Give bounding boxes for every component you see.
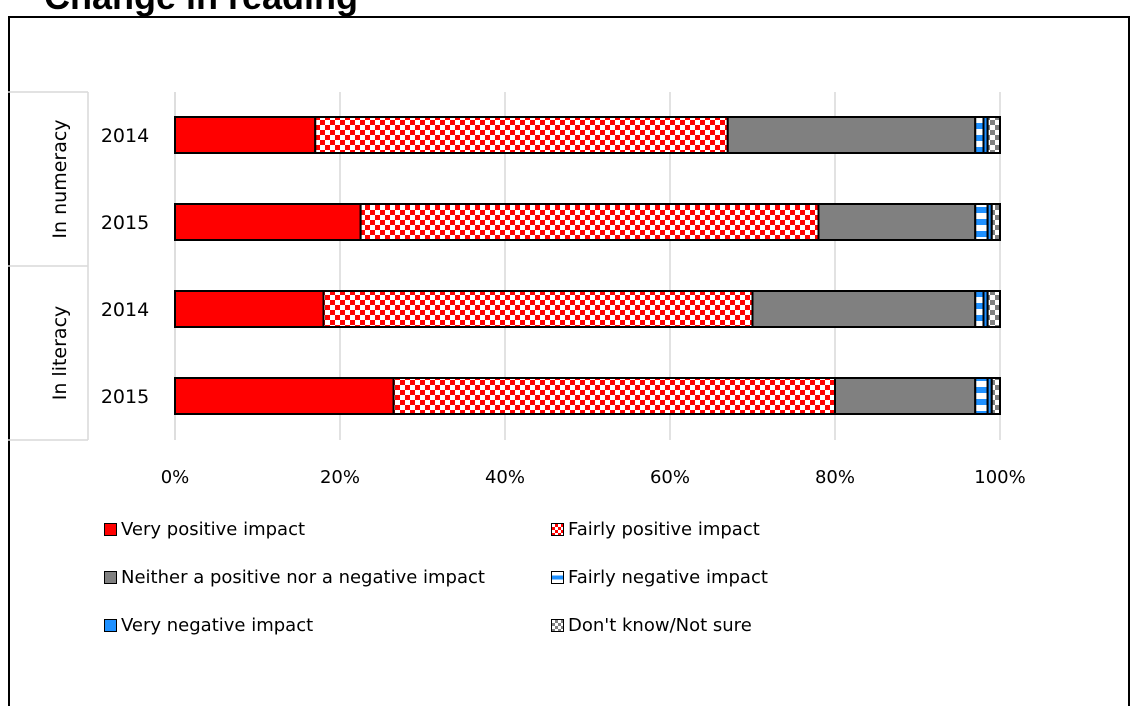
bar-segment <box>986 116 1001 154</box>
legend-label-very-positive: Very positive impact <box>121 519 306 540</box>
category-label: 2015 <box>101 386 149 408</box>
chart-title: Change in reading <box>44 0 358 18</box>
group-label: In literacy <box>49 306 71 401</box>
bar-segment <box>174 116 317 154</box>
legend-swatch-neither <box>104 571 117 584</box>
x-tick-label: 20% <box>320 467 360 488</box>
bar-segment <box>726 116 977 154</box>
category-label: 2014 <box>101 299 149 321</box>
x-tick-label: 0% <box>161 467 190 488</box>
bar-segment <box>990 377 1001 415</box>
bar-segment <box>314 116 729 154</box>
legend-item-very-negative: Very negative impact <box>104 615 313 636</box>
legend-swatch-very-negative <box>104 619 117 632</box>
legend-item-dont-know: Don't know/Not sure <box>551 615 752 636</box>
bar-segment <box>974 377 989 415</box>
legend-item-fairly-positive: Fairly positive impact <box>551 519 760 540</box>
x-tick-label: 40% <box>485 467 525 488</box>
bar-segment <box>392 377 836 415</box>
x-tick-label: 80% <box>815 467 855 488</box>
legend-swatch-dont-know <box>551 619 564 632</box>
bar-segment <box>322 290 754 328</box>
chart-frame <box>8 16 1130 706</box>
bar-segment <box>751 290 977 328</box>
chart-plot: In numeracy 2014 2015 In literacy 2014 2015 0… <box>8 91 1026 488</box>
legend-item-very-positive: Very positive impact <box>104 519 305 540</box>
category-label: 2014 <box>101 125 149 147</box>
legend-label-fairly-positive: Fairly positive impact <box>568 519 760 540</box>
legend-label-fairly-negative: Fairly negative impact <box>568 567 768 588</box>
chart-title-strip: Change in reading <box>0 0 1133 18</box>
bar-segment <box>174 290 325 328</box>
bar-segment <box>359 203 820 241</box>
bar-segment <box>174 203 362 241</box>
legend-swatch-very-positive <box>104 523 117 536</box>
legend-label-neither: Neither a positive nor a negative impact <box>121 567 485 588</box>
legend-item-fairly-negative: Fairly negative impact <box>551 567 768 588</box>
legend-label-dont-know: Don't know/Not sure <box>568 615 752 636</box>
bar-segment <box>974 290 985 328</box>
x-tick-label: 100% <box>974 467 1025 488</box>
legend-swatch-fairly-positive <box>551 523 564 536</box>
bar-segment <box>974 116 985 154</box>
bar-segment <box>990 203 1001 241</box>
bar-segment <box>174 377 395 415</box>
legend-item-neither: Neither a positive nor a negative impact <box>104 567 485 588</box>
bar-segment <box>817 203 977 241</box>
legend-label-very-negative: Very negative impact <box>121 615 314 636</box>
bar-segment <box>834 377 977 415</box>
x-tick-label: 60% <box>650 467 690 488</box>
category-label: 2015 <box>101 212 149 234</box>
group-label: In numeracy <box>49 119 71 238</box>
bar-segment <box>986 290 1001 328</box>
bar-segment <box>974 203 989 241</box>
legend-swatch-fairly-negative <box>551 571 564 584</box>
